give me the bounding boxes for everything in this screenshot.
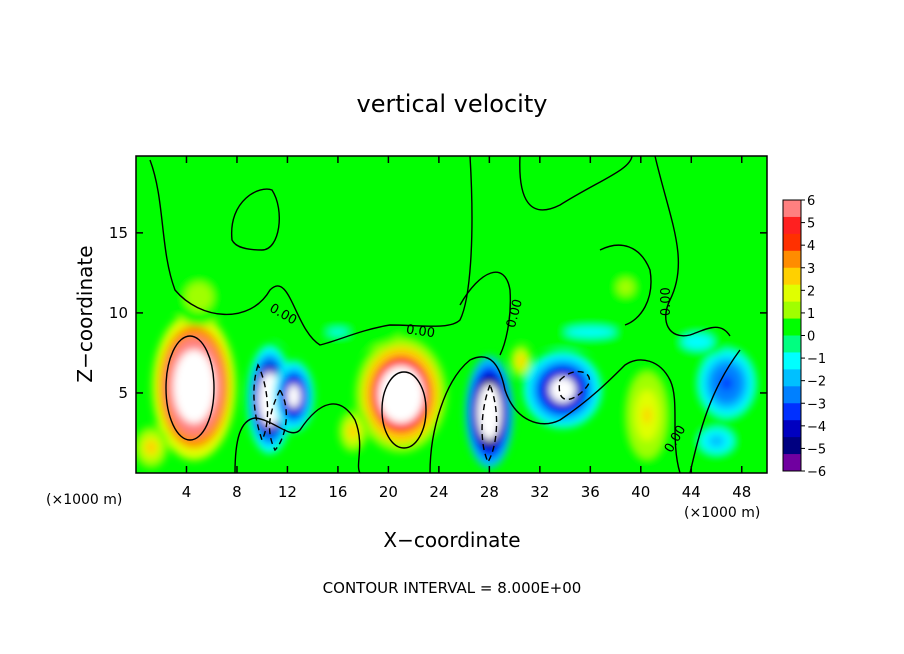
contour-label: 0.00: [504, 298, 526, 330]
colorbar-cell: [783, 386, 801, 404]
low-contour-line: [558, 370, 591, 401]
zero-contour-line: [519, 156, 633, 211]
x-tick-label: 24: [429, 483, 448, 501]
low-contour-line: [253, 363, 269, 442]
field-blob: [712, 437, 721, 445]
field-blob: [350, 427, 356, 436]
colorbar-cell: [783, 250, 801, 269]
y-tick-label: 10: [109, 304, 128, 322]
x-tick-label: 4: [182, 483, 192, 501]
x-tick-label: 36: [581, 483, 600, 501]
x-tick-label: 40: [631, 483, 650, 501]
colorbar-cell: [783, 233, 801, 252]
zero-contour-line: [231, 188, 280, 251]
x-tick-label: 8: [232, 483, 242, 501]
low-contour-line: [481, 383, 498, 464]
field-blob: [290, 390, 298, 403]
field-blob: [194, 292, 204, 302]
x-tick-label: 32: [530, 483, 549, 501]
colorbar-cell: [783, 352, 801, 370]
field-blob: [485, 402, 494, 422]
plot-area: 0.000.000.00 0.000.00: [135, 155, 768, 474]
colorbar-tick-label: −6: [807, 465, 826, 480]
field-blob: [393, 384, 409, 405]
colorbar-tick-label: 3: [807, 262, 815, 277]
high-contour-line: [165, 335, 215, 441]
field-blob: [519, 357, 523, 364]
colorbar-tick-label: 5: [807, 217, 815, 232]
zero-contour-line: [654, 156, 731, 337]
low-contour-line: [268, 388, 287, 452]
chart-title: vertical velocity: [357, 90, 548, 118]
colorbar-cell: [783, 335, 801, 353]
x-tick-label: 28: [480, 483, 499, 501]
colorbar-tick-label: 6: [807, 194, 815, 209]
x-unit-label-left: (×1000 m): [46, 492, 122, 508]
x-tick-label: 16: [328, 483, 347, 501]
colorbar-cell: [783, 369, 801, 387]
x-tick-label: 48: [732, 483, 751, 501]
x-tick-label: 12: [278, 483, 297, 501]
colorbar-cell: [783, 200, 801, 218]
colorbar-tick-label: −2: [807, 375, 826, 390]
field-blob: [692, 339, 703, 345]
colorbar-cell: [783, 216, 801, 235]
field-blob: [327, 329, 349, 336]
colorbar-tick-label: 1: [807, 307, 815, 322]
colorbar-cell: [783, 454, 801, 472]
colorbar-cell: [783, 267, 801, 286]
colorbar-tick-label: −5: [807, 442, 826, 457]
contour-label: 0.00: [659, 287, 674, 316]
colorbar-tick-label: −1: [807, 352, 826, 367]
x-tick-label: 20: [379, 483, 398, 501]
field-blob: [721, 376, 733, 391]
field-blob: [484, 301, 495, 309]
colorbar-tick-label: 2: [807, 284, 815, 299]
colorbar-cell: [783, 420, 801, 438]
contour-interval-label: CONTOUR INTERVAL = 8.000E+00: [323, 579, 582, 597]
colorbar-tick-label: 0: [807, 330, 815, 345]
colorbar-cell: [783, 318, 801, 336]
colorbar-tick-label: −4: [807, 420, 826, 435]
colorbar-cell: [783, 403, 801, 421]
y-axis-label: Z−coordinate: [73, 245, 97, 382]
field-blob: [577, 329, 603, 335]
colorbar: 6 5 4 3 2 1 0 −1 −2 −3 −4 −5 −6: [782, 194, 826, 480]
field-blob: [643, 406, 652, 424]
zero-contour-line: [689, 349, 741, 473]
high-contour-line: [381, 371, 427, 449]
field-blob: [556, 383, 570, 397]
colorbar-tick-label: −3: [807, 397, 826, 412]
zero-contour-line: [599, 244, 652, 326]
x-unit-label-right: (×1000 m): [684, 505, 760, 521]
field-blob: [187, 374, 201, 399]
zero-contour-line: [429, 356, 681, 473]
colorbar-cell: [783, 437, 801, 455]
y-tick-label: 5: [118, 384, 128, 402]
colorbar-cell: [783, 284, 801, 303]
field-blob: [621, 283, 630, 292]
x-axis-label: X−coordinate: [383, 528, 520, 552]
colorbar-cell: [783, 301, 801, 320]
zero-contour-line: [234, 403, 361, 473]
y-tick-label: 15: [109, 224, 128, 242]
contour-label: 0.00: [405, 322, 436, 341]
colorbar-tick-label: 4: [807, 239, 815, 254]
x-tick-label: 44: [682, 483, 701, 501]
field-blob: [148, 443, 155, 452]
zero-contour-line: [149, 156, 473, 346]
zero-contour-line: [459, 271, 512, 356]
plot-frame: [135, 155, 768, 474]
